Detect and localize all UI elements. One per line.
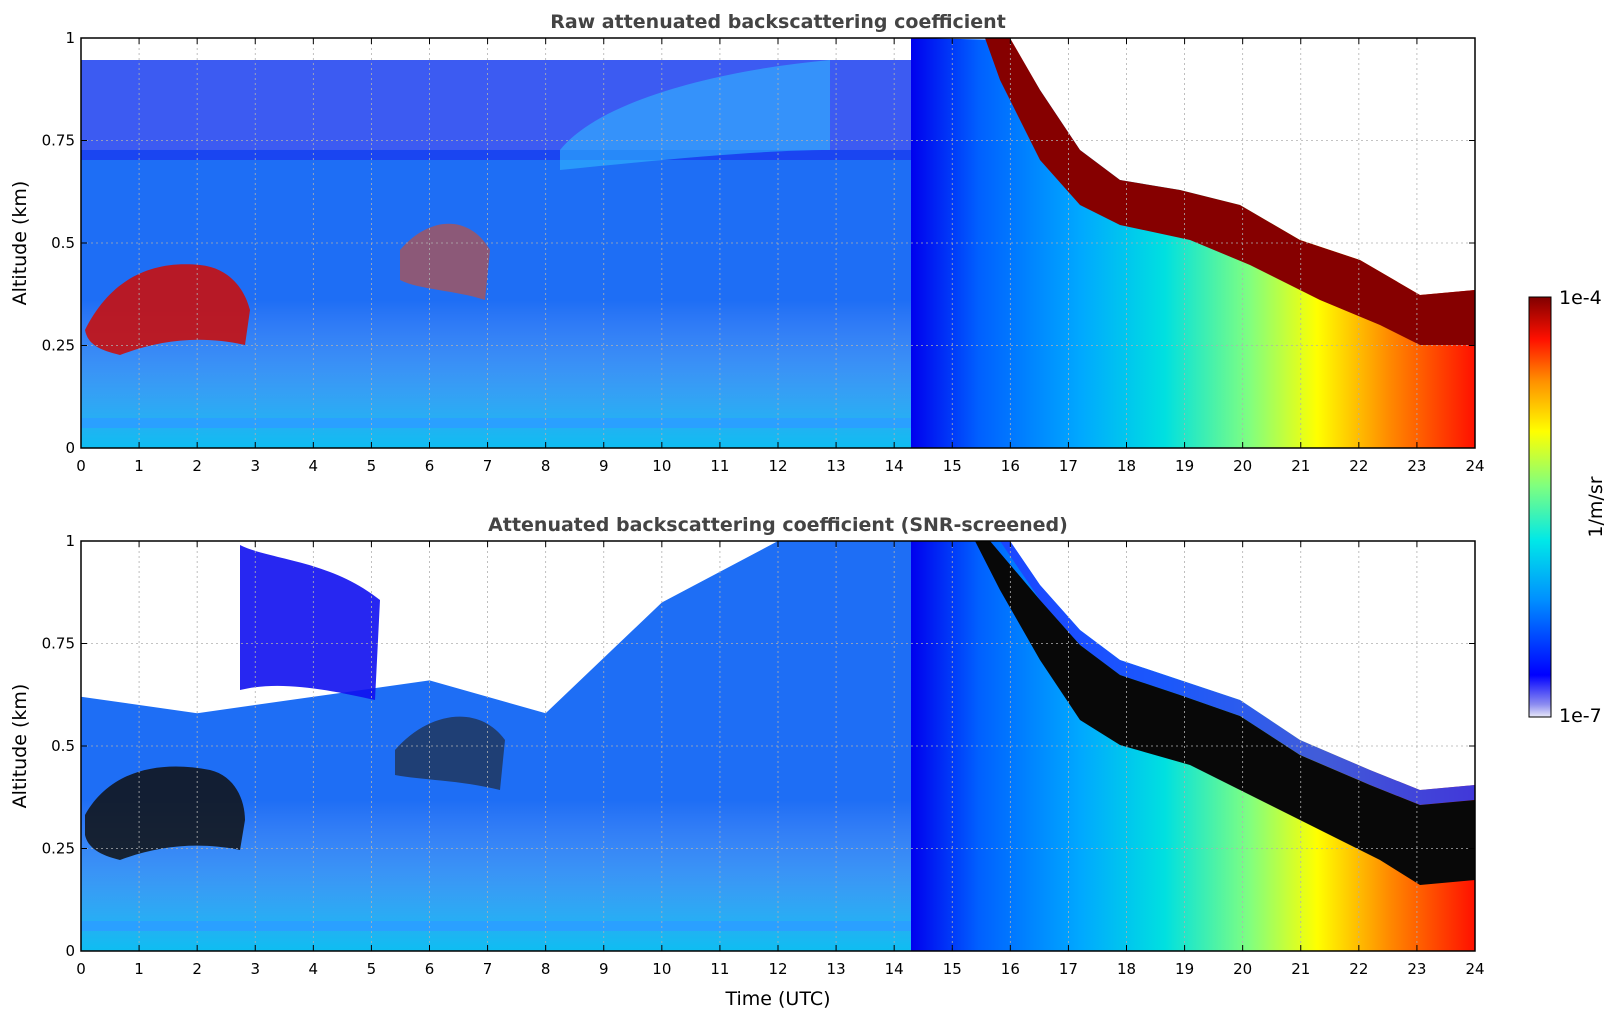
bottom-panel-x-ticks: 0 1 2 3 4 5 6 7 8 9 10 11 12 13 14 15 16 17 18 19 20 21 22 23 24 [76, 541, 1485, 978]
top-panel-x-ticks: 0 1 2 3 4 5 6 7 8 9 10 11 12 13 14 15 16 17 18 19 20 21 22 23 24 [76, 38, 1485, 475]
x-tick-label: 15 [943, 960, 962, 978]
x-tick-label: 8 [541, 457, 551, 475]
colorbar-max-label: 1e-4 [1559, 287, 1602, 309]
x-tick-label: 6 [425, 960, 435, 978]
x-axis-label: Time (UTC) [724, 988, 830, 1010]
x-tick-label: 14 [885, 960, 904, 978]
x-tick-label: 16 [1001, 457, 1020, 475]
x-tick-label: 13 [827, 960, 846, 978]
x-tick-label: 5 [367, 457, 377, 475]
morning-saturated-layer [85, 766, 245, 860]
x-tick-label: 20 [1233, 457, 1252, 475]
x-tick-label: 15 [943, 457, 962, 475]
colorbar-unit-label: 1/m/sr [1585, 476, 1607, 537]
y-tick-label: 0.75 [42, 635, 75, 653]
colorbar: 1e-4 1e-7 1/m/sr [1528, 287, 1607, 727]
x-tick-label: 12 [768, 457, 787, 475]
x-tick-label: 19 [1175, 960, 1194, 978]
x-tick-label: 24 [1465, 960, 1484, 978]
x-tick-label: 0 [76, 960, 86, 978]
x-tick-label: 10 [652, 960, 671, 978]
x-tick-label: 24 [1465, 457, 1484, 475]
x-tick-label: 6 [425, 457, 435, 475]
y-tick-label: 1 [65, 532, 75, 550]
noisy-screened-patch [240, 545, 380, 700]
x-tick-label: 16 [1001, 960, 1020, 978]
bottom-panel-title: Attenuated backscattering coefficient (S… [488, 514, 1068, 536]
colorbar-min-label: 1e-7 [1559, 705, 1602, 727]
x-tick-label: 20 [1233, 960, 1252, 978]
x-tick-label: 5 [367, 960, 377, 978]
bottom-panel: Attenuated backscattering coefficient (S… [9, 514, 1485, 1010]
x-tick-label: 9 [599, 960, 609, 978]
top-panel-title: Raw attenuated backscattering coefficien… [550, 11, 1006, 33]
x-tick-label: 4 [309, 457, 319, 475]
x-tick-label: 10 [652, 457, 671, 475]
x-tick-label: 18 [1117, 457, 1136, 475]
x-tick-label: 7 [483, 960, 493, 978]
y-tick-label: 0.5 [51, 234, 75, 252]
x-tick-label: 1 [134, 457, 144, 475]
top-panel-plot-area [81, 38, 1475, 448]
y-tick-label: 0.75 [42, 132, 75, 150]
y-tick-label: 0 [65, 439, 75, 457]
x-tick-label: 7 [483, 457, 493, 475]
x-tick-label: 21 [1291, 960, 1310, 978]
midmorning-saturated-layer [395, 716, 505, 790]
x-tick-label: 23 [1407, 457, 1426, 475]
top-panel-y-axis-label: Altitude (km) [9, 181, 31, 306]
morning-aerosol-layer [85, 264, 250, 355]
top-panel-y-ticks: 0 0.25 0.5 0.75 1 [42, 29, 1475, 457]
x-tick-label: 3 [250, 457, 260, 475]
x-tick-label: 23 [1407, 960, 1426, 978]
colorbar-gradient [1528, 296, 1552, 718]
x-tick-label: 11 [710, 960, 729, 978]
x-tick-label: 17 [1059, 960, 1078, 978]
y-tick-label: 0.25 [42, 337, 75, 355]
near-surface-band [81, 921, 911, 931]
x-tick-label: 2 [192, 457, 202, 475]
x-tick-label: 21 [1291, 457, 1310, 475]
x-tick-label: 4 [309, 960, 319, 978]
x-tick-label: 14 [885, 457, 904, 475]
x-tick-label: 18 [1117, 960, 1136, 978]
bottom-panel-y-ticks: 0 0.25 0.5 0.75 1 [42, 532, 1475, 960]
y-tick-label: 0 [65, 942, 75, 960]
y-tick-label: 0.5 [51, 737, 75, 755]
x-tick-label: 22 [1349, 960, 1368, 978]
cloud-top-layer [985, 38, 1475, 345]
x-tick-label: 0 [76, 457, 86, 475]
near-surface-band [81, 418, 911, 428]
x-tick-label: 1 [134, 960, 144, 978]
x-tick-label: 3 [250, 960, 260, 978]
y-tick-label: 0.25 [42, 840, 75, 858]
bottom-panel-grid [81, 541, 1475, 951]
upper-haze [560, 60, 830, 170]
x-tick-label: 11 [710, 457, 729, 475]
x-tick-label: 22 [1349, 457, 1368, 475]
x-tick-label: 8 [541, 960, 551, 978]
x-tick-label: 19 [1175, 457, 1194, 475]
x-tick-label: 13 [827, 457, 846, 475]
x-tick-label: 12 [768, 960, 787, 978]
x-tick-label: 9 [599, 457, 609, 475]
saturated-cloud-layer [975, 541, 1475, 885]
afternoon-clear-sky [911, 541, 1475, 790]
y-tick-label: 1 [65, 29, 75, 47]
top-panel-grid [81, 38, 1475, 448]
x-tick-label: 2 [192, 960, 202, 978]
bottom-panel-y-axis-label: Altitude (km) [9, 684, 31, 809]
top-panel: Raw attenuated backscattering coefficien… [9, 11, 1485, 475]
afternoon-clear-sky [911, 38, 1475, 295]
x-tick-label: 17 [1059, 457, 1078, 475]
